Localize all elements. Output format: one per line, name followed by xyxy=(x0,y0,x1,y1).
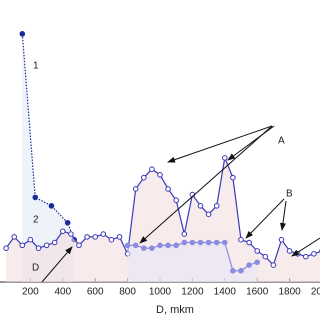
point xyxy=(197,239,204,246)
x-tick-label: 1600 xyxy=(246,287,269,298)
point xyxy=(213,239,220,246)
point xyxy=(165,242,171,249)
point xyxy=(205,211,212,218)
point xyxy=(76,242,82,249)
point xyxy=(157,172,163,178)
point xyxy=(149,166,155,172)
point xyxy=(189,239,196,246)
series-label: 2 xyxy=(33,215,39,226)
point xyxy=(286,248,293,254)
point xyxy=(100,231,107,237)
point xyxy=(238,267,244,274)
point xyxy=(19,31,26,37)
point xyxy=(43,242,50,249)
point xyxy=(68,231,74,237)
point xyxy=(141,245,147,251)
x-tick-label: 800 xyxy=(119,287,136,298)
point xyxy=(173,242,179,249)
point xyxy=(149,245,155,251)
point xyxy=(108,236,115,243)
point xyxy=(32,194,39,201)
area xyxy=(6,157,320,282)
point xyxy=(19,242,26,249)
area xyxy=(127,242,258,282)
point xyxy=(246,262,252,268)
point xyxy=(230,174,236,181)
x-tick-label: 1800 xyxy=(278,287,301,298)
point xyxy=(132,242,139,249)
point xyxy=(254,259,261,266)
x-tick-label: 1000 xyxy=(149,287,172,298)
series-line xyxy=(21,33,75,240)
point xyxy=(48,203,55,209)
point xyxy=(27,236,34,243)
annotation: B xyxy=(286,189,293,200)
point xyxy=(132,186,139,192)
point xyxy=(246,239,252,246)
point xyxy=(278,236,285,243)
x-tick-label: 400 xyxy=(54,287,71,298)
x-tick-label: 1400 xyxy=(214,287,237,298)
series-label: D xyxy=(32,263,39,274)
point xyxy=(262,253,269,260)
point xyxy=(11,234,17,240)
point xyxy=(205,239,212,246)
point xyxy=(64,219,71,226)
point xyxy=(230,267,236,274)
point xyxy=(270,262,277,268)
series-line xyxy=(5,155,320,267)
point xyxy=(254,248,261,254)
annotation: A xyxy=(278,136,285,147)
point xyxy=(35,245,42,251)
point xyxy=(173,197,179,204)
point xyxy=(197,203,204,209)
series-label: 1 xyxy=(33,61,39,72)
point xyxy=(3,245,9,251)
x-tick-label: 200 xyxy=(22,287,39,298)
point xyxy=(181,239,188,246)
point xyxy=(311,251,317,257)
point xyxy=(165,186,171,192)
area xyxy=(22,33,75,283)
x-tick-label: 1200 xyxy=(181,287,204,298)
point xyxy=(238,236,244,243)
point xyxy=(222,239,228,246)
x-axis-label: D, mkm xyxy=(156,304,194,316)
plot: 200 400 600 800 1000 1200 1400 1600 1800 2000 xyxy=(0,31,320,298)
x-tick-label: 600 xyxy=(87,287,104,298)
point xyxy=(124,242,131,249)
point xyxy=(222,155,228,161)
point xyxy=(60,228,66,235)
point xyxy=(51,239,58,246)
point xyxy=(116,234,123,240)
point xyxy=(213,203,220,209)
point xyxy=(84,234,90,240)
point xyxy=(303,253,309,260)
point xyxy=(157,242,163,249)
point xyxy=(181,231,188,237)
point xyxy=(92,234,98,240)
x-tick-label: 2000 xyxy=(311,287,320,298)
arrows xyxy=(41,125,320,283)
point xyxy=(141,174,147,181)
